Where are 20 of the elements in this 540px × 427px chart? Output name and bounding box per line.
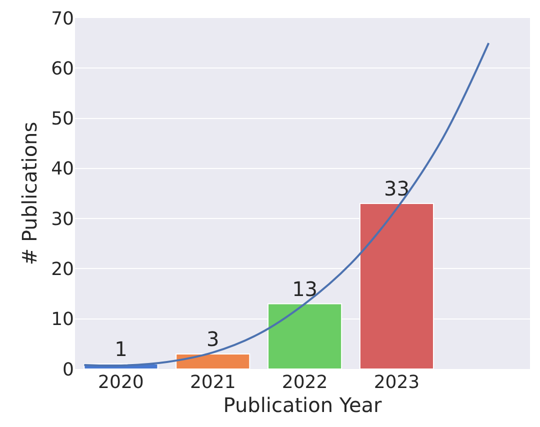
y-tick-label: 10: [51, 309, 74, 330]
data-label: 1: [114, 336, 128, 361]
x-tick-label: 2020: [98, 372, 144, 393]
x-axis-title: Publication Year: [223, 393, 382, 417]
y-tick-label: 60: [51, 58, 74, 80]
y-tick-label: 70: [51, 8, 74, 30]
y-axis-title: # Publications: [18, 122, 42, 266]
y-tick-label: 20: [51, 259, 74, 280]
data-label: 3: [206, 326, 220, 351]
x-tick-label: 2021: [190, 372, 236, 393]
y-tick-label: 30: [51, 208, 74, 230]
y-tick-label: 0: [62, 359, 74, 380]
bar: [176, 353, 250, 369]
x-tick-label: 2023: [374, 372, 420, 393]
data-label: 33: [384, 176, 410, 201]
line-series: [83, 42, 490, 367]
y-tick-label: 50: [51, 108, 74, 130]
x-tick-label: 2022: [282, 372, 328, 393]
y-tick-label: 40: [51, 158, 74, 180]
data-label: 13: [292, 276, 318, 301]
